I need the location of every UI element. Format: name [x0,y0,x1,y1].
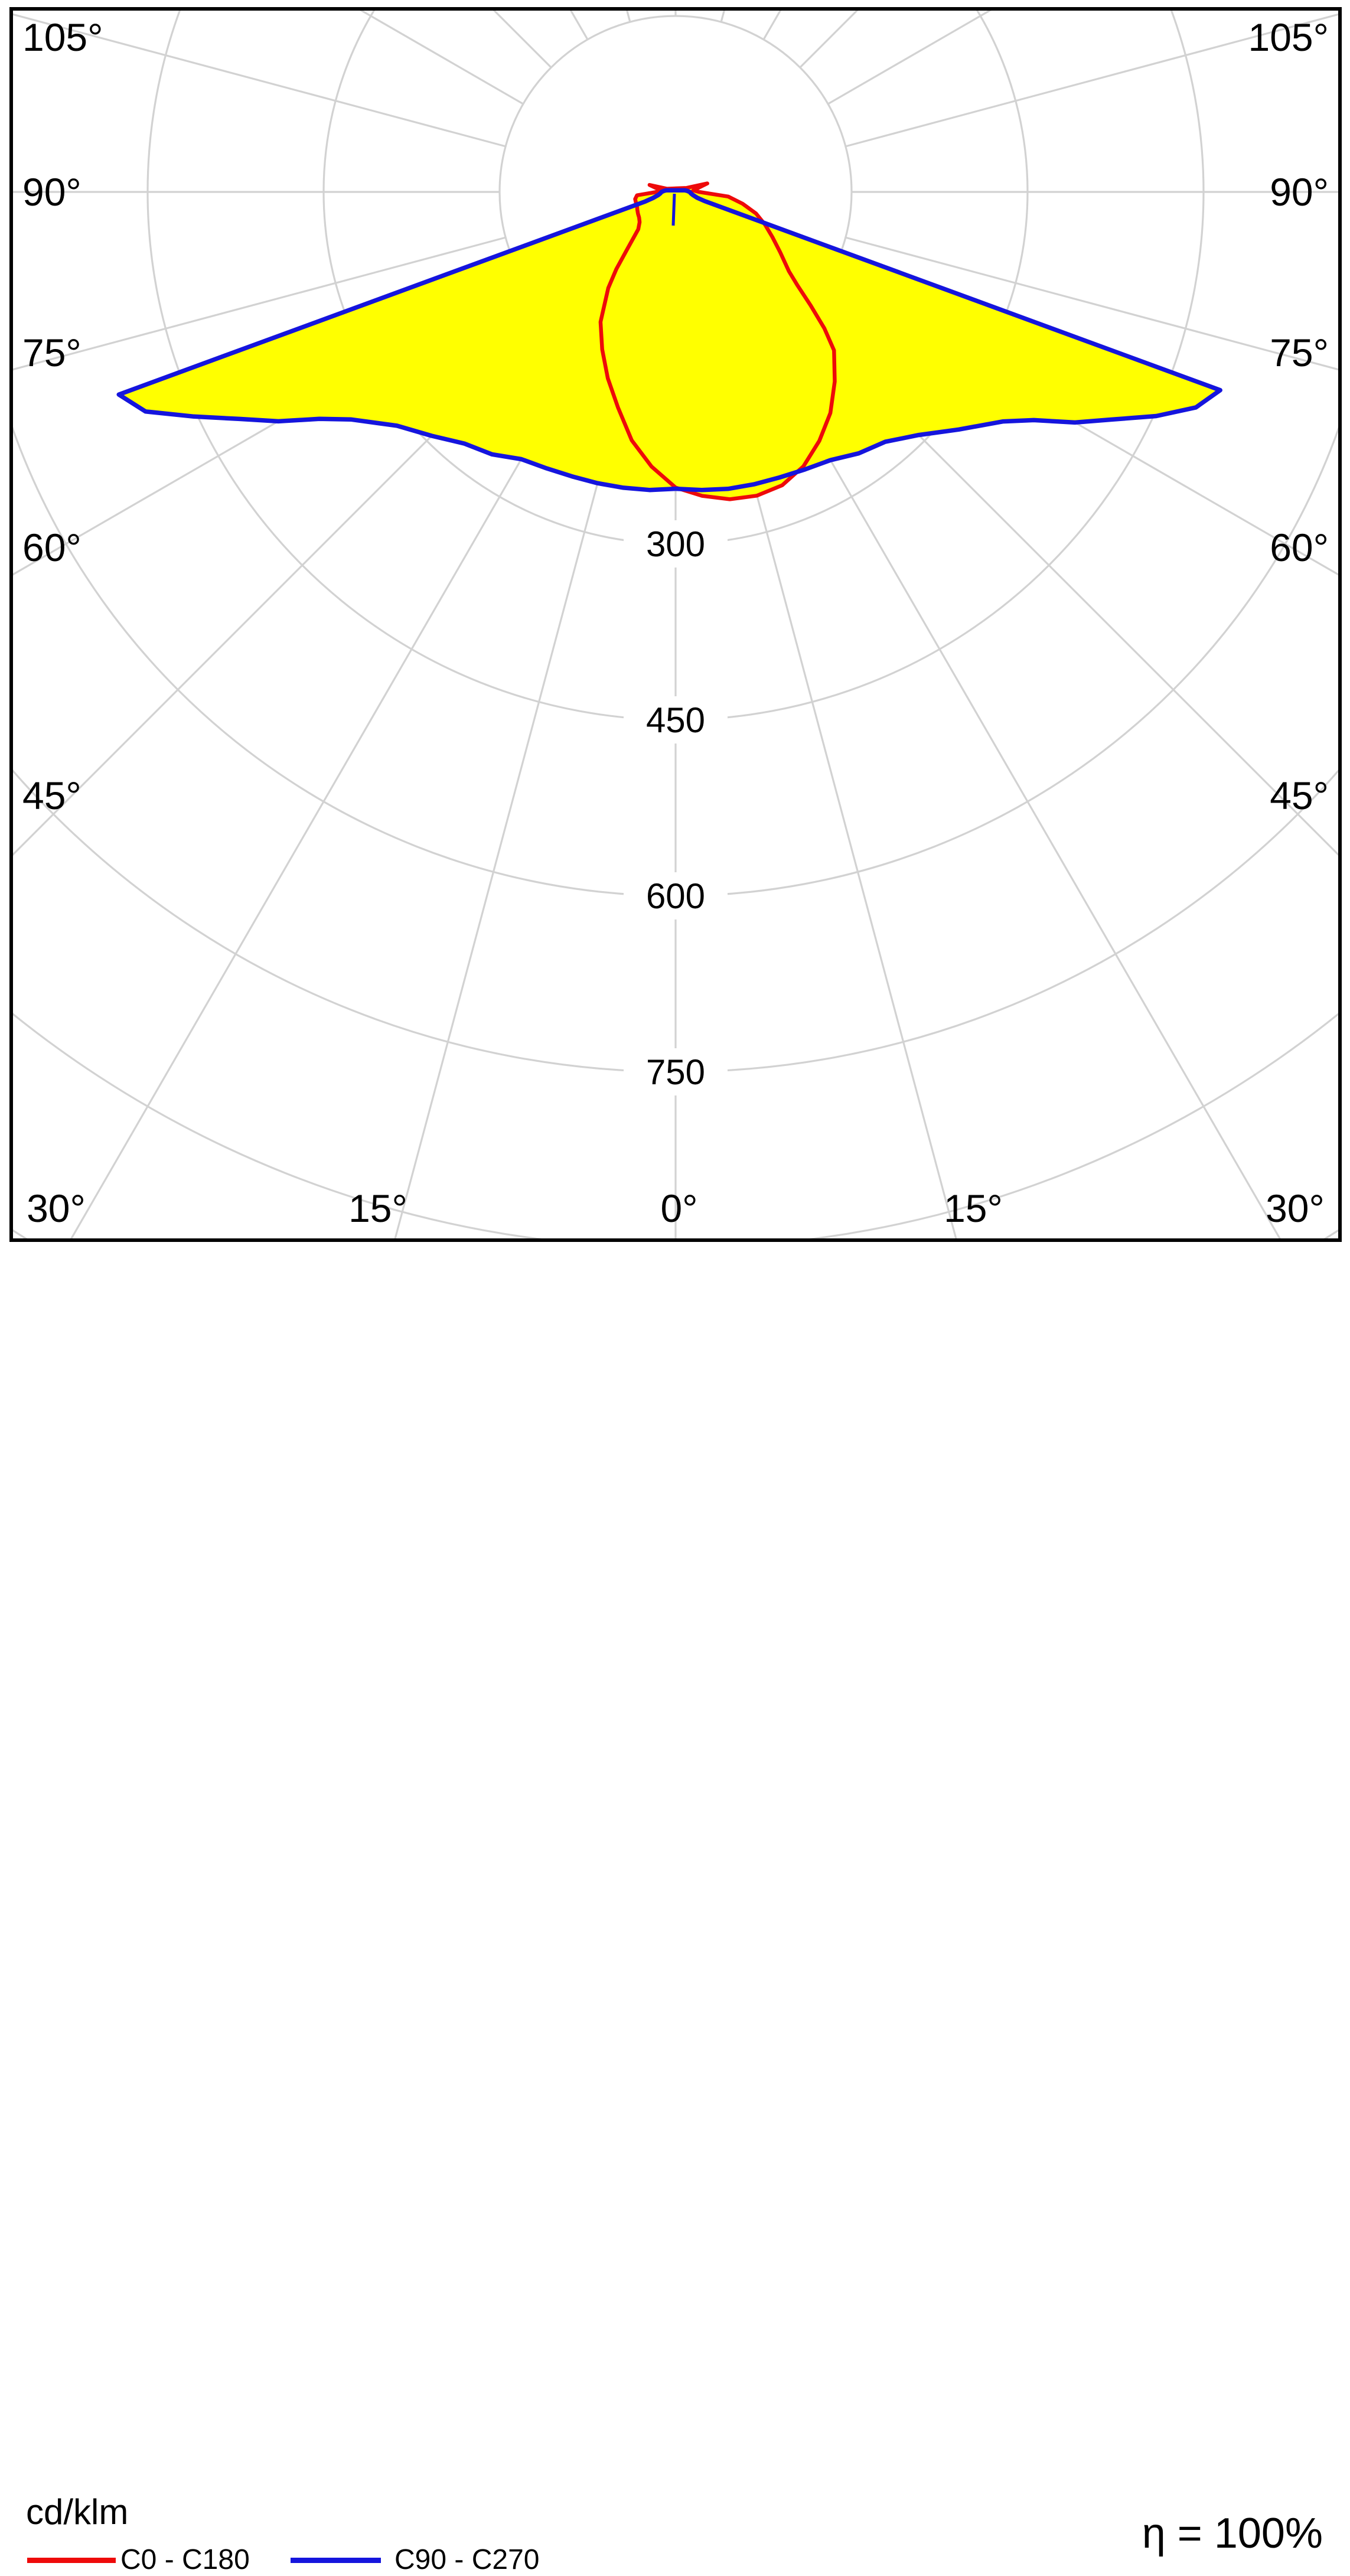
grid-spoke [845,12,1340,148]
polar-chart: 300 450 600 750 105° 90° 75° 60° 45° 105° 90° 75° 60… [9,7,1342,1242]
angle-label-left: 45° [22,774,81,817]
angle-label-right: 90° [1270,170,1329,214]
angle-label-bottom: 30° [1266,1186,1325,1230]
grid-spoke [762,344,1282,1240]
unit-label: cd/klm [26,2492,129,2532]
grid-spoke [11,236,506,371]
angle-label-right: 105° [1248,15,1329,59]
distribution-fill-red-lobe [600,183,835,500]
grid-spoke [845,236,1340,371]
grid-spoke [720,361,958,1240]
grid-spoke [393,361,631,1240]
angle-label-left: 90° [22,170,81,214]
angle-label-right: 45° [1270,774,1329,817]
photometric-diagram-page: 300 450 600 750 105° 90° 75° 60° 45° 105° 90° 75° 60… [0,7,1350,2575]
polar-chart-svg: 300 450 600 750 105° 90° 75° 60° 45° 105° 90° 75° 60… [9,7,1342,1242]
angle-label-left: 105° [22,15,103,59]
radial-tick-label: 450 [646,700,705,740]
radial-label-mask [624,872,728,920]
radial-label-mask [624,520,728,568]
legend-red-line-swatch [27,2558,116,2563]
radial-tick-label: 300 [646,524,705,564]
grid-spoke [11,315,552,858]
angle-label-bottom: 15° [944,1186,1003,1230]
angle-label-bottom: 0° [660,1186,697,1230]
legend-label-c0-c180: C0 - C180 [120,2544,250,2575]
chart-footer: cd/klm η = 100% C0 - C180 C90 - C270 [0,1242,1350,2575]
curve-origin-spike [671,193,676,226]
curve-c90-c270 [116,188,1222,493]
angle-label-left: 75° [22,331,81,374]
grid-spoke [799,315,1340,858]
radial-label-mask [624,696,728,744]
angle-label-bottom: 30° [27,1186,86,1230]
efficiency-value: η = 100% [1142,2510,1323,2557]
angle-label-right: 75° [1270,331,1329,374]
legend-blue-line-swatch [291,2558,381,2563]
grid-spoke [11,12,506,148]
plot-border [9,7,1342,1242]
radial-tick-label: 750 [646,1052,705,1092]
radial-tick-label: 600 [646,876,705,916]
plot-area: 300 450 600 750 [11,9,1340,1240]
radial-label-mask [624,1048,728,1096]
grid-spoke [69,344,589,1240]
angle-label-bottom: 15° [348,1186,407,1230]
legend-label-c90-c270: C90 - C270 [394,2544,540,2575]
angle-label-right: 60° [1270,526,1329,569]
angle-label-left: 60° [22,526,81,569]
